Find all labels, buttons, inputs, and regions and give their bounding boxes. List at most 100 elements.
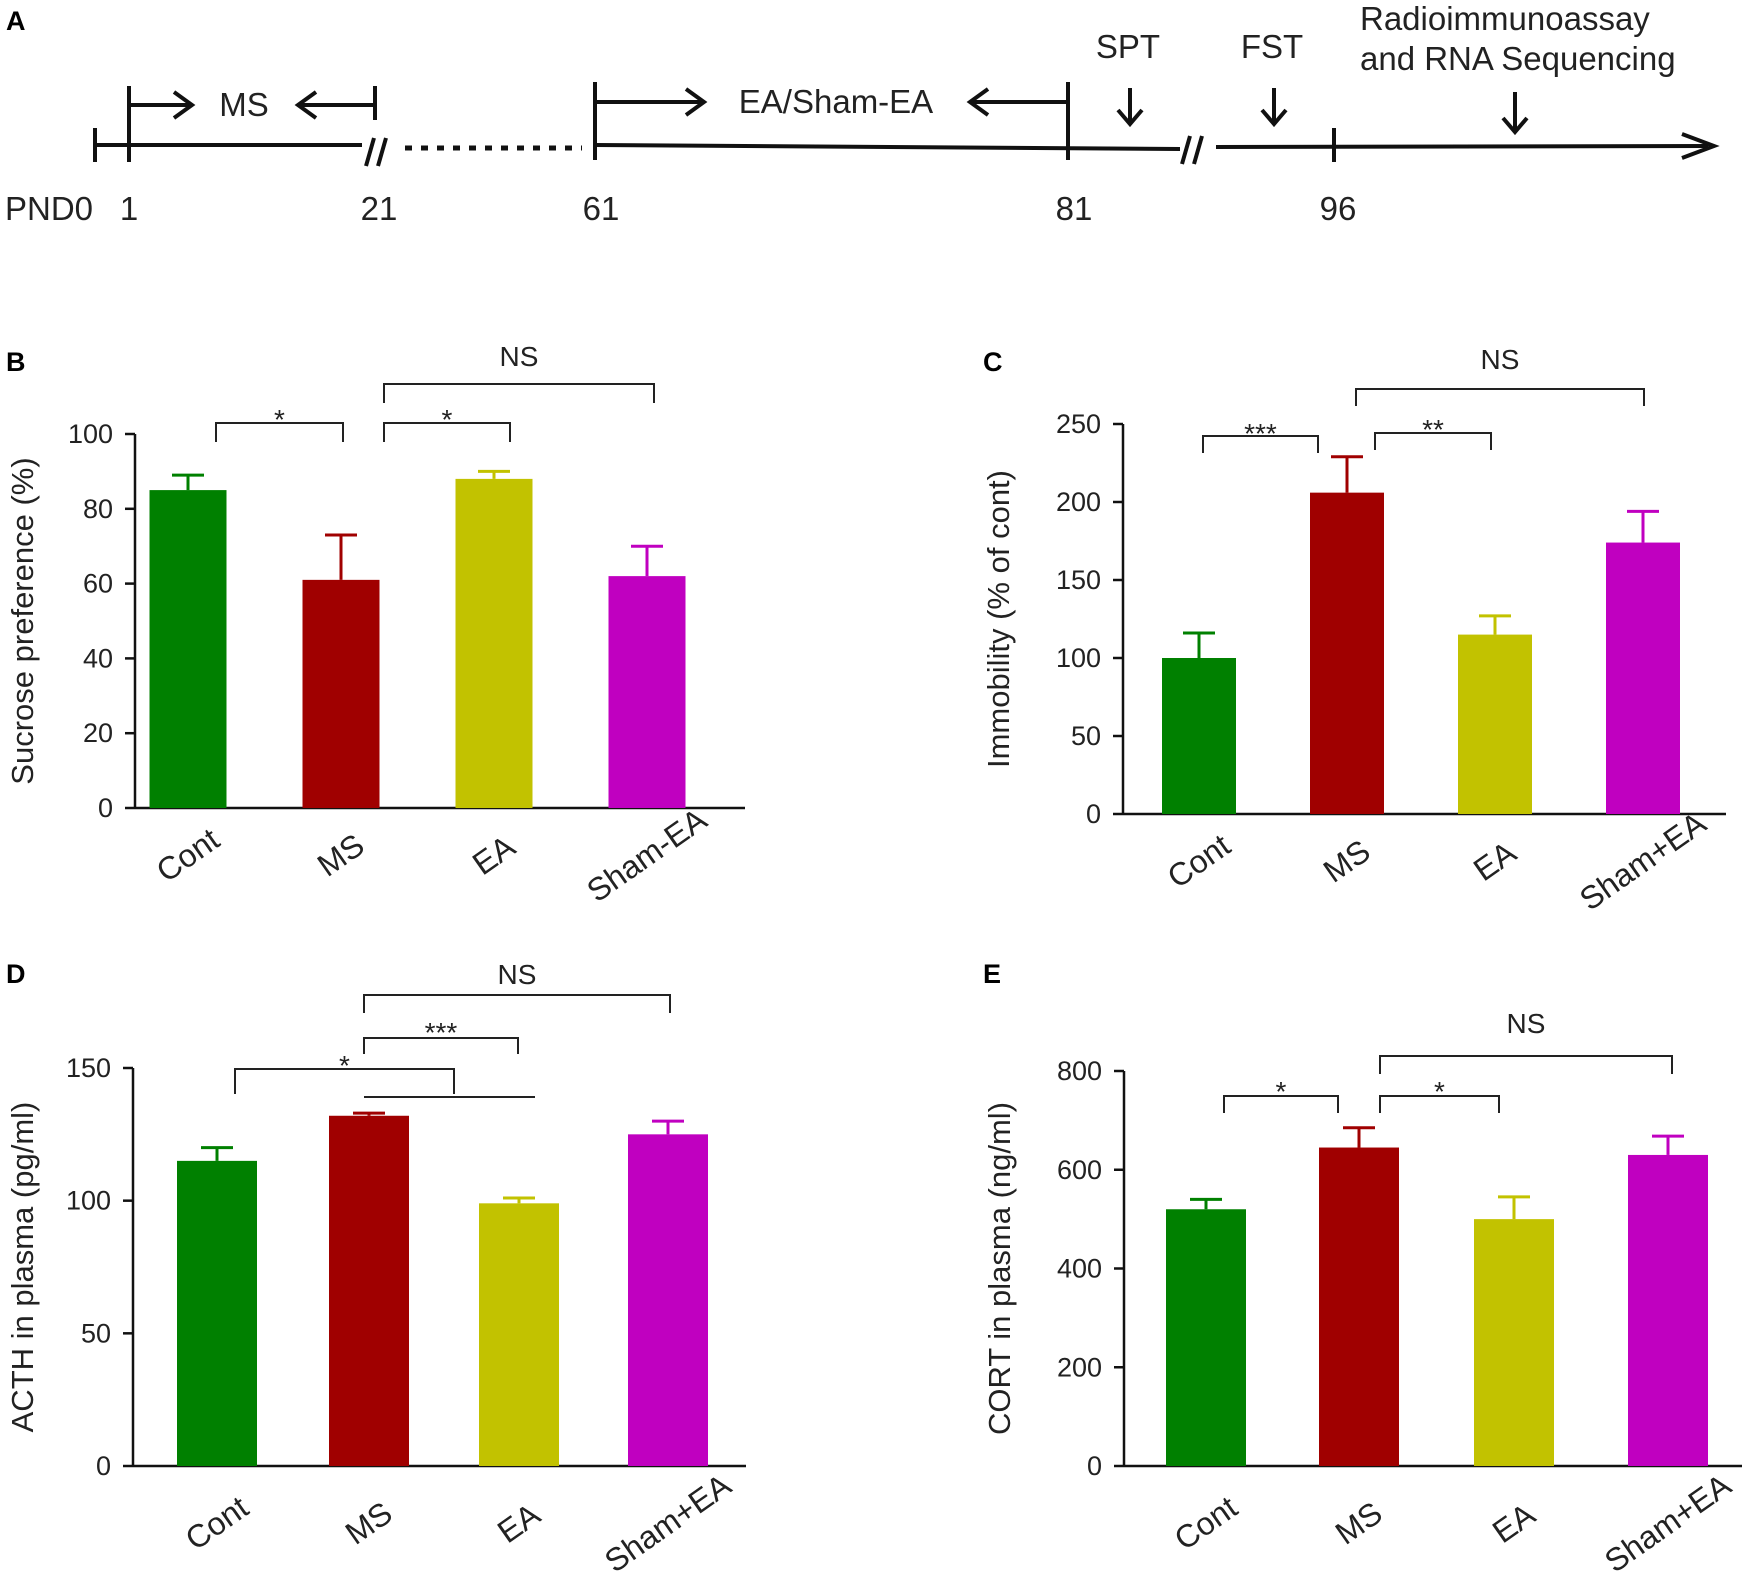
significance-bracket [1202,435,1319,453]
significance-bracket [1379,1095,1500,1113]
chart-panel-c: C 0 50 100 150 200 250 Immobility (% of cont) Co… [981,344,1726,917]
y-axis-title: ACTH in plasma (pg/ml) [5,1102,40,1433]
y-tick-label: 100 [68,419,113,449]
bar-sham-ea [608,576,686,808]
bar-ms [329,1115,409,1466]
y-tick-label: 0 [98,793,113,823]
significance-bracket [1379,1055,1673,1074]
event-label-rna-sequencing: and RNA Sequencing [1360,40,1676,77]
category-label: MS [1329,1494,1389,1551]
panel-label: B [6,347,26,377]
y-tick-label: 50 [81,1318,111,1348]
bar-ms [1319,1147,1399,1466]
y-tick-label: 80 [83,494,113,524]
bar-chart-panels: B 0 20 40 60 80 100 Sucrose preference (%) Cont M… [5,341,1742,1579]
timeline-segment-3 [1215,144,1709,149]
bar-ea [1458,634,1532,814]
day-label-21: 21 [361,190,398,227]
ms-arrow-right-head [172,90,196,120]
category-label: Cont [150,821,226,889]
y-tick-label: 600 [1057,1155,1102,1185]
significance-label: ** [1422,414,1444,445]
day-label-1: 1 [120,190,138,227]
y-tick-label: 150 [66,1053,111,1083]
category-label: Cont [179,1489,255,1557]
phase-label-ea: EA/Sham-EA [739,83,933,120]
event-label-radioimmunoassay: Radioimmunoassay [1360,0,1650,37]
y-tick-label: 100 [66,1186,111,1216]
ea-arrow-right-head [684,87,708,117]
bar-ea [1474,1219,1554,1466]
significance-label: *** [1244,418,1277,449]
significance-bracket [363,1037,519,1054]
significance-bracket [383,383,655,403]
y-tick-label: 60 [83,569,113,599]
bar-ea [455,478,533,808]
significance-label: *** [425,1017,458,1048]
bar-ms [1310,492,1384,814]
category-label: Sham+EA [1573,804,1713,917]
panel-label: E [983,959,1001,989]
category-label: EA [1467,834,1523,888]
panel-label-a: A [6,6,26,36]
y-tick-label: 40 [83,643,113,673]
significance-label: NS [498,959,537,990]
bar-cont [177,1160,257,1466]
significance-bracket [1355,388,1645,406]
event-arrow-radio-head [1501,116,1529,136]
significance-label: * [442,404,453,435]
y-tick-label: 250 [1056,409,1101,439]
day-label-pnd0: PND0 [5,190,93,227]
phase-label-ms: MS [219,86,269,123]
category-label: Sham-EA [580,801,713,909]
y-axis-title: Sucrose preference (%) [5,457,40,784]
significance-label: * [339,1050,350,1081]
category-label: MS [339,1494,399,1551]
category-label: EA [491,1496,547,1550]
event-label-fst: FST [1241,28,1303,65]
break-mark-2b [1192,135,1204,165]
y-tick-label: 20 [83,718,113,748]
category-label: EA [466,828,522,882]
event-arrow-fst-head [1260,108,1288,128]
y-tick-label: 800 [1057,1056,1102,1086]
significance-bracket [1374,432,1492,450]
y-tick-label: 50 [1071,721,1101,751]
significance-bracket [1223,1095,1339,1113]
category-label: Sham+EA [598,1466,738,1579]
panel-label: C [983,347,1003,377]
category-label: MS [311,826,371,883]
day-label-96: 96 [1320,190,1357,227]
bar-sham-ea [1628,1154,1708,1466]
event-arrow-spt-head [1116,108,1144,128]
y-tick-label: 0 [1086,799,1101,829]
category-label: EA [1486,1496,1542,1550]
bar-ea [479,1203,559,1466]
bar-ms [302,579,380,808]
chart-panel-e: E 0 200 400 600 800 CORT in plasma (ng/ml) Cont… [982,959,1742,1579]
bar-cont [1162,658,1236,814]
break-mark-1b [376,137,388,167]
y-tick-label: 200 [1057,1352,1102,1382]
y-axis-title: CORT in plasma (ng/ml) [982,1102,1017,1435]
significance-label: * [1434,1076,1445,1107]
bar-sham-ea [1606,542,1680,814]
ms-arrow-left-head [294,90,318,120]
significance-label: NS [1507,1008,1546,1039]
chart-panel-d: D 0 50 100 150 ACTH in plasma (pg/ml) Cont MS EA… [5,959,746,1579]
significance-bracket [215,422,344,442]
significance-bracket [234,1068,455,1094]
y-tick-label: 400 [1057,1254,1102,1284]
y-tick-label: 150 [1056,565,1101,595]
y-tick-label: 100 [1056,643,1101,673]
break-mark-1a [364,137,376,167]
event-label-spt: SPT [1096,28,1160,65]
bar-cont [149,490,227,808]
timeline-segment-2 [594,143,1181,151]
break-mark-2a [1180,135,1192,165]
y-tick-label: 0 [96,1451,111,1481]
y-tick-label: 0 [1087,1451,1102,1481]
y-tick-label: 200 [1056,487,1101,517]
category-label: Cont [1168,1489,1244,1557]
